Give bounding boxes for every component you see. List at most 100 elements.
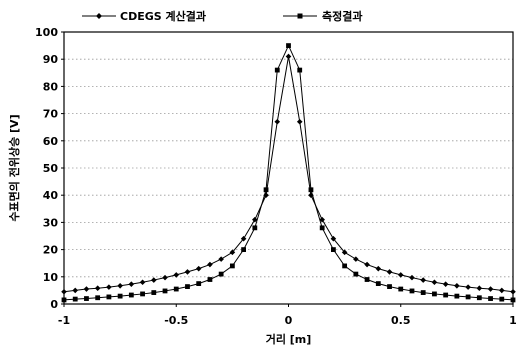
data-point-s0-0 (61, 288, 67, 295)
data-point-s0-11 (184, 269, 191, 275)
data-point-s0-22 (308, 192, 314, 198)
data-point-s1-28 (375, 281, 381, 286)
legend-marker-0 (96, 13, 102, 19)
data-point-s0-30 (397, 272, 404, 278)
data-point-s0-35 (454, 282, 460, 289)
legend-label-1: 측정결과 (322, 9, 362, 23)
data-point-s0-2 (83, 286, 90, 292)
y-tick-label-3: 30 (43, 216, 59, 229)
data-point-s0-34 (442, 281, 449, 287)
data-point-s1-24 (331, 247, 336, 252)
series-markers (61, 43, 516, 303)
data-point-s0-1 (72, 287, 79, 294)
data-point-s1-25 (342, 263, 348, 269)
x-tick-label-3: 0.5 (391, 314, 411, 327)
data-point-s1-31 (409, 288, 415, 294)
series-line-1 (63, 44, 514, 301)
data-point-s0-28 (375, 265, 382, 272)
data-point-s1-17 (252, 225, 258, 231)
data-point-s0-12 (195, 265, 202, 272)
data-point-s0-8 (151, 277, 157, 283)
x-tick-label-1: -0.5 (164, 314, 188, 327)
data-point-s1-32 (420, 290, 426, 295)
data-point-s1-37 (476, 295, 482, 301)
legend: CDEGS 계산결과 측정결과 (82, 9, 362, 23)
data-point-s0-5 (117, 282, 123, 289)
y-axis-title: 수표면의 전위상승 [V] (7, 114, 21, 221)
data-point-s1-36 (465, 294, 471, 300)
x-tick-label-0: -1 (58, 314, 70, 327)
legend-marker-1 (297, 13, 303, 19)
data-point-s1-7 (140, 291, 145, 297)
data-point-s1-29 (387, 284, 392, 289)
data-point-s0-25 (341, 249, 348, 256)
data-point-s1-5 (117, 293, 123, 299)
data-point-s0-20 (285, 53, 292, 60)
data-point-s0-13 (207, 261, 213, 268)
data-point-s1-38 (488, 296, 493, 301)
data-point-s0-18 (263, 192, 269, 198)
data-point-s0-6 (128, 281, 135, 287)
data-point-s0-36 (465, 284, 471, 290)
y-tick-label-1: 10 (43, 271, 59, 284)
data-point-s1-26 (353, 271, 359, 277)
y-tick-label-8: 80 (43, 80, 59, 93)
data-point-s1-33 (432, 291, 437, 297)
x-tick-label-2: 0 (285, 314, 293, 327)
data-point-s1-4 (106, 294, 112, 300)
data-point-s0-23 (319, 216, 325, 223)
data-point-s1-23 (319, 225, 325, 231)
data-point-s0-9 (162, 274, 168, 281)
data-point-s1-27 (364, 277, 370, 282)
y-tick-label-9: 90 (43, 53, 59, 66)
data-point-s1-11 (185, 284, 190, 289)
data-point-s1-12 (196, 281, 202, 286)
data-point-s1-30 (398, 286, 404, 292)
legend-item-1: 측정결과 (283, 9, 362, 23)
data-point-s0-38 (487, 286, 494, 292)
y-tick-label-7: 70 (43, 108, 59, 121)
y-axis: 0 10 20 30 40 50 60 70 80 90 100 (35, 26, 64, 311)
data-point-s0-29 (386, 269, 393, 275)
data-point-s1-34 (443, 292, 449, 298)
data-point-s1-3 (95, 295, 101, 301)
data-point-s1-40 (510, 297, 516, 303)
data-point-s0-37 (476, 285, 483, 292)
data-point-s1-9 (162, 288, 168, 294)
data-point-s0-27 (364, 261, 370, 268)
data-point-s1-8 (151, 290, 157, 295)
data-point-s0-32 (420, 277, 426, 283)
data-point-s0-16 (240, 235, 247, 242)
y-tick-label-4: 40 (43, 189, 59, 202)
data-point-s0-24 (330, 235, 337, 242)
data-point-s0-39 (498, 287, 505, 294)
y-tick-label-2: 20 (43, 244, 59, 257)
data-point-s1-39 (499, 296, 505, 302)
x-axis: -1 -0.5 0 0.5 1 (58, 304, 517, 327)
data-point-s0-19 (274, 118, 281, 125)
data-point-s1-15 (229, 263, 235, 269)
data-point-s0-3 (94, 285, 101, 292)
gridlines (64, 58, 513, 278)
data-point-s1-0 (61, 297, 67, 303)
series-line-0 (63, 56, 514, 293)
data-point-s1-20 (286, 43, 291, 48)
data-point-s1-13 (207, 277, 213, 282)
legend-item-0: CDEGS 계산결과 (82, 9, 206, 23)
data-point-s1-10 (173, 286, 179, 292)
x-axis-title: 거리 [m] (266, 332, 312, 346)
y-tick-label-10: 100 (35, 26, 58, 39)
data-point-s0-4 (106, 284, 112, 290)
data-point-s0-14 (218, 256, 224, 262)
y-tick-label-5: 50 (43, 162, 59, 175)
y-tick-label-6: 60 (43, 135, 59, 148)
data-point-s0-17 (252, 216, 258, 223)
series-lines (63, 44, 514, 301)
data-point-s0-21 (296, 118, 303, 125)
data-point-s0-26 (353, 256, 359, 262)
data-point-s1-21 (297, 67, 303, 73)
data-point-s1-14 (218, 271, 224, 277)
data-point-s1-1 (72, 296, 78, 302)
